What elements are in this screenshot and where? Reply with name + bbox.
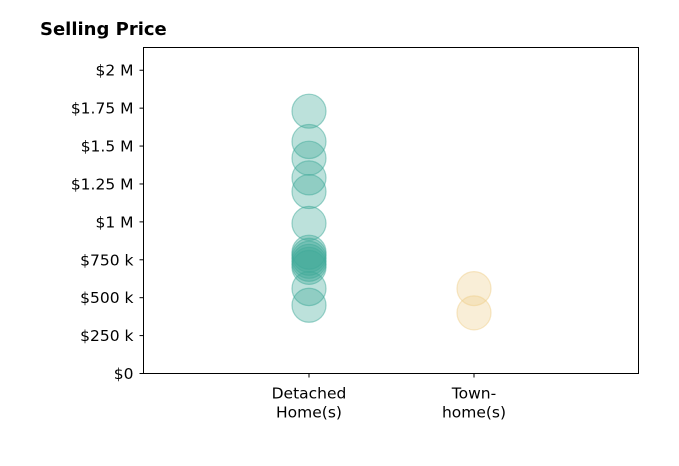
x-tick-label: Home(s) [276,404,342,422]
y-tick-label: $1.25 M [71,175,134,193]
y-axis: $0 $250 k $500 k $750 k $1 M $1.25 M $1.5 M $1.… [71,62,144,383]
y-tick-label: $1 M [95,213,133,231]
data-point [291,205,327,241]
y-tick-label: $1.75 M [71,100,134,118]
data-point [291,249,327,285]
y-tick-label: $250 k [80,327,133,345]
data-point [456,270,492,307]
x-tick-label: Town- [451,385,496,403]
data-point [291,173,327,210]
x-tick-label: home(s) [442,404,506,422]
y-tick-label: $2 M [95,62,133,80]
chart-title: Selling Price [40,19,167,40]
plot-frame [143,47,639,374]
data-point [291,93,327,129]
y-tick-label: $750 k [80,251,133,269]
points-layer [291,93,492,331]
data-point [291,140,327,176]
data-point [291,160,327,196]
y-tick-label: $1.5 M [81,138,134,156]
data-point [456,295,492,331]
x-tick-label: Detached [272,385,347,403]
data-point [291,287,327,323]
y-tick-label: $500 k [80,289,133,307]
y-tick-label: $0 [114,365,134,383]
